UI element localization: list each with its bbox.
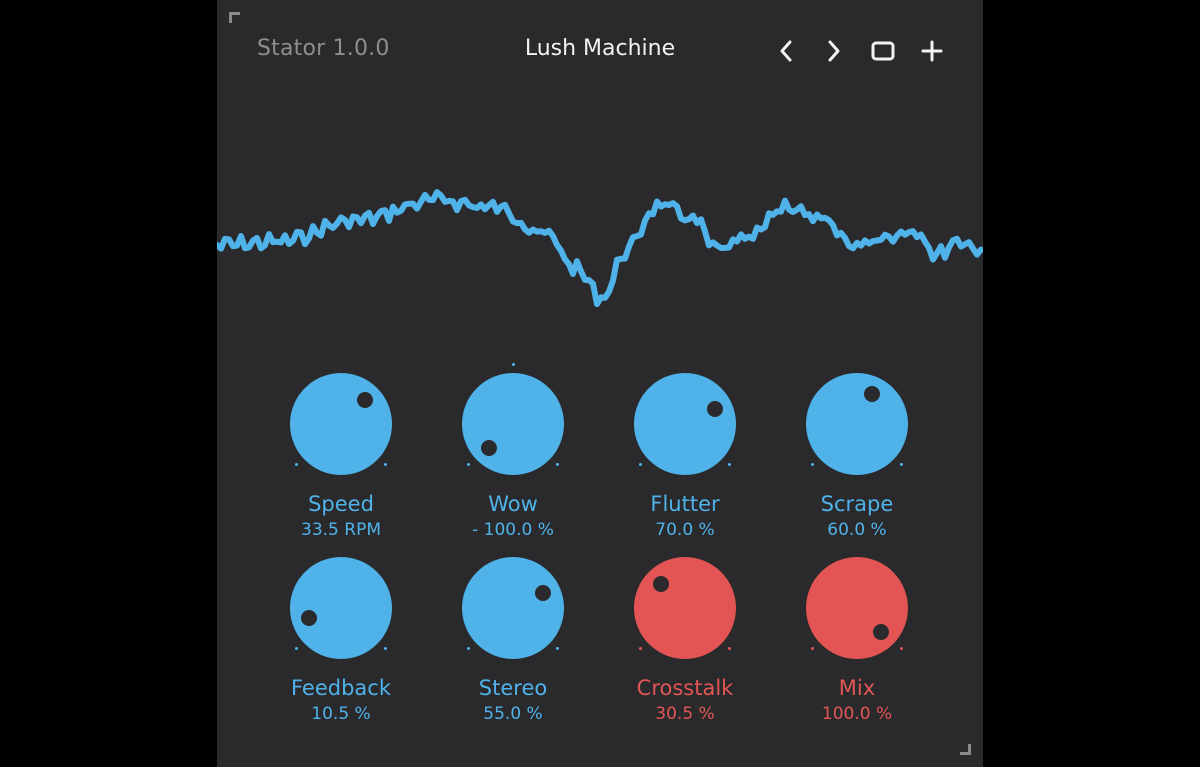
- knob-min-tick: [811, 647, 814, 650]
- chevron-left-icon: [780, 40, 792, 62]
- knob-max-tick: [384, 647, 387, 650]
- scrape-knob[interactable]: [806, 373, 908, 475]
- knob-stereo: Stereo 55.0 %: [443, 557, 583, 725]
- knob-value[interactable]: 30.5 %: [655, 704, 715, 724]
- knob-mix: Mix 100.0 %: [787, 557, 927, 725]
- knob-disc: [634, 557, 736, 659]
- knob-min-tick: [295, 647, 298, 650]
- plus-icon: [921, 40, 943, 62]
- knob-max-tick: [728, 647, 731, 650]
- save-preset-button[interactable]: [868, 36, 898, 66]
- waveform-line: [217, 189, 983, 308]
- feedback-knob[interactable]: [290, 557, 392, 659]
- knob-scrape: Scrape 60.0 %: [787, 373, 927, 541]
- mix-knob[interactable]: [806, 557, 908, 659]
- knob-center-tick: [511, 363, 515, 366]
- knob-label: Mix: [838, 676, 876, 700]
- knob-value[interactable]: - 100.0 %: [472, 520, 554, 540]
- knob-min-tick: [639, 463, 642, 466]
- resize-corner-top-left[interactable]: [229, 12, 240, 23]
- knob-value[interactable]: 70.0 %: [655, 520, 715, 540]
- knob-pointer: [864, 385, 881, 402]
- knob-value[interactable]: 55.0 %: [483, 704, 543, 724]
- wow-knob[interactable]: [462, 363, 564, 475]
- knob-label: Stereo: [478, 676, 548, 700]
- knob-pointer: [653, 576, 669, 592]
- knob-label: Speed: [308, 492, 374, 516]
- knob-disc: [462, 373, 564, 475]
- knob-label: Flutter: [650, 492, 720, 516]
- knob-max-tick: [728, 463, 731, 466]
- knob-min-tick: [639, 647, 642, 650]
- knob-pointer: [873, 624, 889, 640]
- knob-label: Crosstalk: [636, 676, 734, 700]
- knob-max-tick: [556, 647, 559, 650]
- resize-corner-bottom-right[interactable]: [960, 744, 971, 755]
- knob-flutter: Flutter 70.0 %: [615, 373, 755, 541]
- knob-disc: [290, 373, 392, 475]
- knob-pointer: [300, 609, 317, 626]
- knob-min-tick: [467, 463, 470, 466]
- knob-pointer: [707, 400, 724, 417]
- knob-disc: [290, 557, 392, 659]
- stereo-knob[interactable]: [462, 557, 564, 659]
- knob-feedback: Feedback 10.5 %: [271, 557, 411, 725]
- knob-speed: Speed 33.5 RPM: [271, 373, 411, 541]
- waveform-display: [217, 189, 983, 308]
- prev-preset-button[interactable]: [771, 36, 801, 66]
- knob-pointer: [357, 392, 373, 408]
- knob-disc: [806, 557, 908, 659]
- knob-value[interactable]: 60.0 %: [827, 520, 887, 540]
- knob-pointer: [535, 584, 552, 601]
- knob-max-tick: [384, 463, 387, 466]
- knob-max-tick: [556, 463, 559, 466]
- knob-disc: [462, 557, 564, 659]
- preset-name[interactable]: Lush Machine: [524, 36, 676, 61]
- knob-value[interactable]: 33.5 RPM: [301, 520, 381, 540]
- knob-value[interactable]: 100.0 %: [821, 704, 893, 724]
- crosstalk-knob[interactable]: [634, 557, 736, 659]
- knob-wow: Wow - 100.0 %: [443, 363, 583, 541]
- knob-label: Scrape: [820, 492, 894, 516]
- speed-knob[interactable]: [290, 373, 392, 475]
- knob-crosstalk: Crosstalk 30.5 %: [615, 557, 755, 725]
- knob-value[interactable]: 10.5 %: [311, 704, 371, 724]
- knob-max-tick: [900, 463, 903, 466]
- app-version: Stator 1.0.0: [257, 36, 390, 61]
- next-preset-button[interactable]: [819, 36, 849, 66]
- knob-min-tick: [467, 647, 470, 650]
- knob-label: Wow: [488, 492, 538, 516]
- knob-disc: [806, 373, 908, 475]
- knob-label: Feedback: [290, 676, 391, 700]
- flutter-knob[interactable]: [634, 373, 736, 475]
- knob-min-tick: [295, 463, 298, 466]
- knob-max-tick: [900, 647, 903, 650]
- square-icon: [871, 41, 895, 61]
- knob-disc: [634, 373, 736, 475]
- knob-min-tick: [811, 463, 814, 466]
- plugin-panel: Stator 1.0.0 Lush Machine Speed 33.5 RPM W…: [217, 0, 983, 767]
- chevron-right-icon: [828, 40, 840, 62]
- add-preset-button[interactable]: [917, 36, 947, 66]
- knob-pointer: [481, 440, 497, 456]
